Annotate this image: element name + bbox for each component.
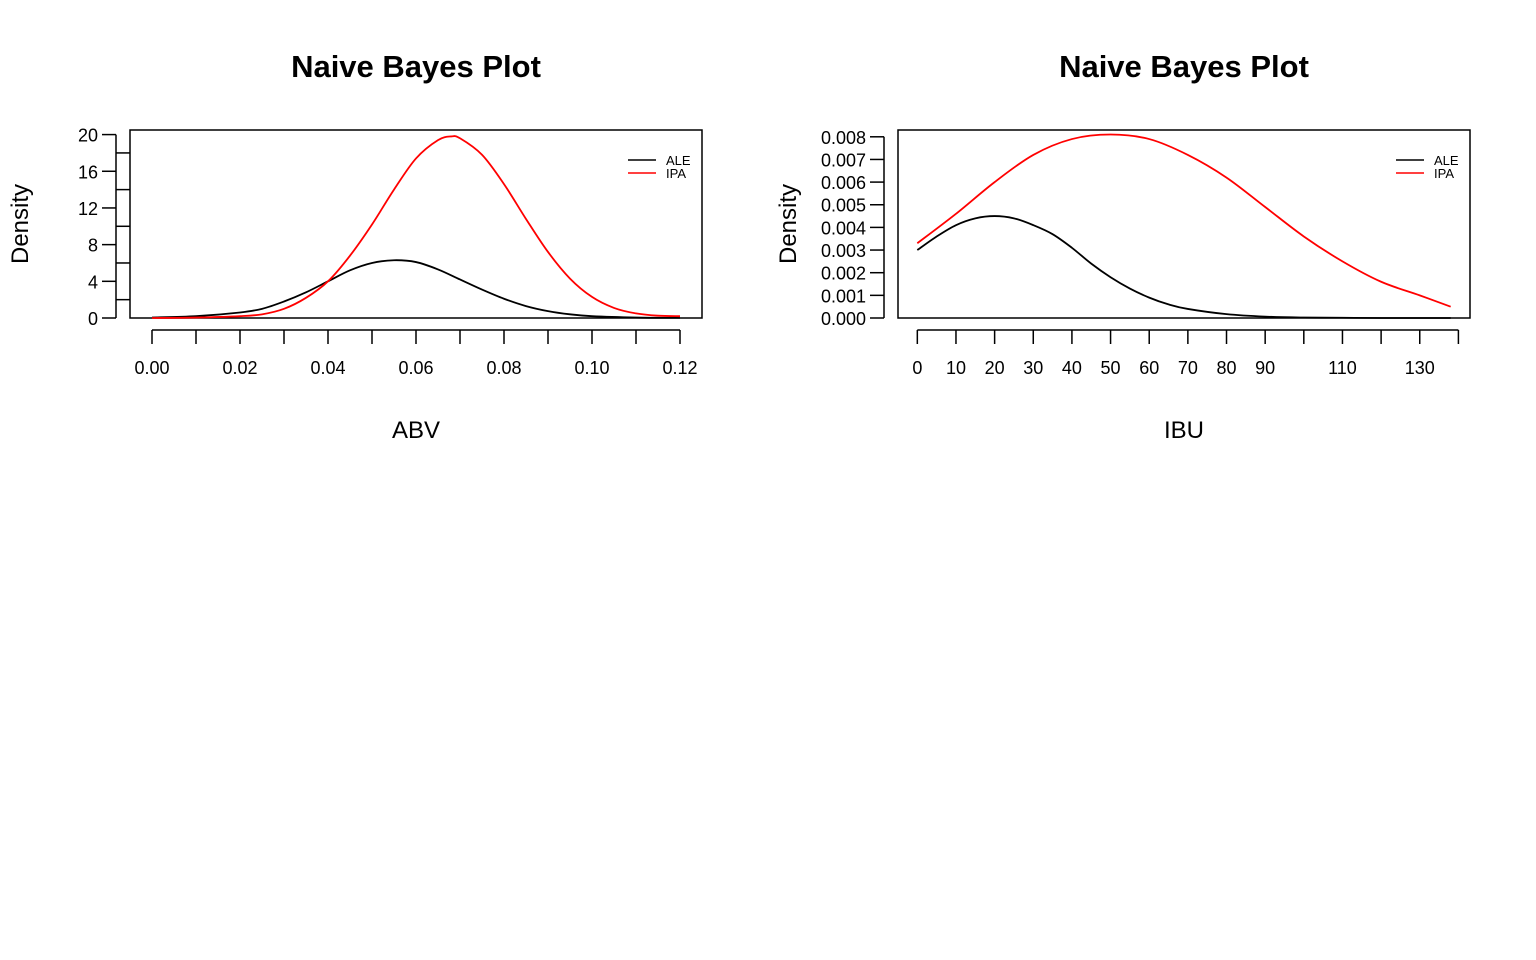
x-tick-label: 30 [1023,358,1043,378]
density-curves [151,135,681,319]
x-tick-label: 0 [912,358,922,378]
y-tick-label: 8 [88,236,98,256]
ibu-density-chart: Naive Bayes Plot 0.0000.0010.0020.0030.0… [775,49,1471,444]
x-tick-label: 130 [1405,358,1435,378]
legend-label-ipa: IPA [666,166,686,181]
series-line-ipa [916,133,1451,308]
x-tick-label: 0.08 [486,358,521,378]
density-curves [916,133,1451,319]
legend: ALE IPA [628,153,691,181]
y-tick-label: 0.002 [821,264,866,284]
y-tick-label: 0.008 [821,128,866,148]
series-line-ale [151,259,681,319]
x-tick-label: 0.04 [310,358,345,378]
x-tick-label: 0.12 [662,358,697,378]
x-tick-label: 10 [946,358,966,378]
y-tick-label: 0.000 [821,309,866,329]
x-tick-label: 0.00 [134,358,169,378]
chart-title: Naive Bayes Plot [291,49,541,84]
y-tick-label: 0.003 [821,241,866,261]
y-tick-label: 0 [88,309,98,329]
x-axis-label: ABV [392,417,440,444]
y-tick-label: 20 [78,126,98,146]
x-tick-label: 80 [1216,358,1236,378]
y-tick-label: 0.007 [821,150,866,170]
x-axis: 0 10 20 30 40 50 60 70 80 90 110 130 [912,329,1460,378]
x-tick-label: 0.02 [222,358,257,378]
y-tick-label: 12 [78,199,98,219]
y-tick-label: 4 [88,272,98,292]
y-tick-label: 0.005 [821,196,866,216]
x-tick-label: 0.06 [398,358,433,378]
y-axis-label: Density [775,184,802,264]
x-axis: 0.00 0.02 0.04 0.06 0.08 0.10 0.12 [134,329,698,378]
y-tick-label: 0.001 [821,286,866,306]
chart-title: Naive Bayes Plot [1059,49,1309,84]
y-tick-label: 0.006 [821,173,866,193]
x-tick-label: 50 [1101,358,1121,378]
y-tick-label: 0.004 [821,218,866,238]
y-axis: 0 4 8 12 16 20 [78,126,130,329]
x-tick-label: 40 [1062,358,1082,378]
series-line-ipa [151,135,681,319]
plot-frame [129,129,703,319]
x-tick-label: 70 [1178,358,1198,378]
y-axis-label: Density [7,184,34,264]
x-tick-label: 20 [985,358,1005,378]
legend-label-ipa: IPA [1434,166,1454,181]
x-axis-label: IBU [1164,417,1204,444]
x-tick-label: 110 [1328,358,1357,378]
legend-label-ale: ALE [666,153,691,168]
x-tick-label: 0.10 [574,358,609,378]
y-tick-label: 16 [78,162,98,182]
legend: ALE IPA [1396,153,1459,181]
legend-label-ale: ALE [1434,153,1459,168]
plot-frame [897,129,1471,319]
x-tick-label: 90 [1255,358,1275,378]
x-tick-label: 60 [1139,358,1159,378]
series-line-ale [916,215,1451,319]
